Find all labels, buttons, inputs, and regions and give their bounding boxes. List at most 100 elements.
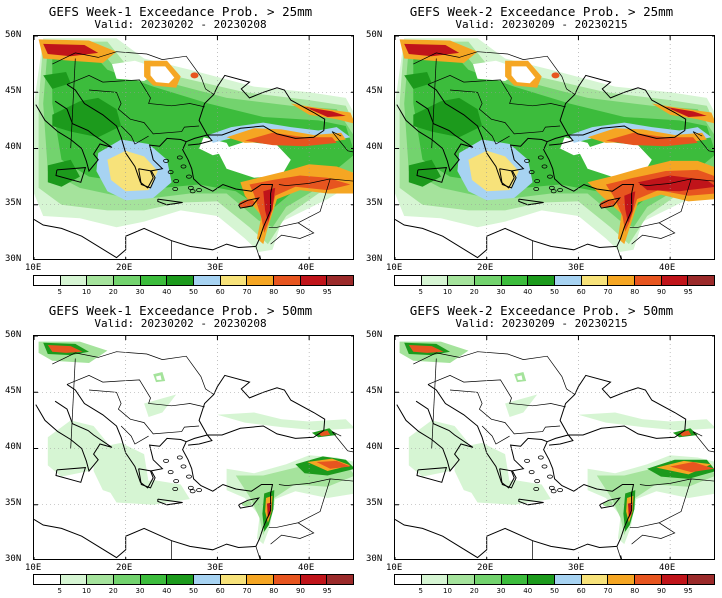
colorbar-level-label: 60	[576, 288, 586, 296]
probability-area	[52, 97, 122, 138]
colorbar-swatch	[60, 575, 88, 584]
island-outline	[547, 174, 553, 179]
colorbar-swatch	[475, 575, 502, 584]
map-panel-week2-50mm: GEFS Week-2 Exceedance Prob. > 50mm Vali…	[361, 299, 722, 598]
lon-label-10e: 10E	[386, 563, 403, 573]
lat-label-40n: 40N	[5, 442, 22, 452]
island-outline	[537, 155, 544, 160]
probability-area	[605, 132, 698, 147]
probability-area	[408, 345, 444, 353]
country-border	[616, 246, 622, 259]
probability-area	[670, 462, 714, 473]
probability-map	[395, 336, 714, 559]
country-border	[658, 178, 692, 224]
coastline	[35, 400, 113, 473]
coastline	[186, 134, 213, 146]
colorbar-swatch	[501, 575, 529, 584]
colorbar-swatch	[635, 575, 662, 584]
country-border	[297, 178, 331, 224]
colorbar-swatch	[167, 575, 195, 584]
country-border	[449, 89, 561, 135]
colorbar-swatch	[395, 575, 422, 584]
colorbar	[394, 275, 715, 286]
coastline	[547, 434, 574, 446]
coastline	[55, 167, 87, 183]
panel-title: GEFS Week-2 Exceedance Prob. > 25mm	[409, 4, 674, 19]
colorbar-swatch	[327, 276, 354, 285]
colorbar-swatch	[608, 276, 636, 285]
probability-area	[217, 141, 291, 178]
panel-title: GEFS Week-1 Exceedance Prob. > 50mm	[48, 303, 313, 318]
probability-area	[578, 412, 714, 431]
colorbar-level-label: 20	[469, 587, 479, 595]
probability-area	[665, 106, 707, 117]
country-border	[255, 546, 261, 559]
colorbar-swatch	[274, 276, 301, 285]
probability-map	[395, 36, 714, 259]
island-outline	[196, 188, 202, 193]
colorbar-level-label: 80	[269, 587, 279, 595]
lat-label-35n: 35N	[366, 498, 383, 508]
colorbar-level-label: 40	[523, 587, 533, 595]
probability-area	[156, 375, 162, 380]
colorbar-swatch	[140, 276, 168, 285]
lat-label-45n: 45N	[5, 386, 22, 396]
probability-area	[468, 480, 551, 505]
map-plot	[33, 35, 354, 260]
colorbar-swatch	[194, 575, 221, 584]
colorbar-level-label: 90	[657, 587, 666, 595]
panel-valid-dates: Valid: 20230209 - 20230215	[455, 18, 628, 31]
colorbar-level-label: 50	[550, 288, 559, 296]
colorbar-level-label: 60	[215, 288, 225, 296]
lat-label-30n: 30N	[366, 554, 383, 564]
island-outline	[196, 488, 202, 493]
country-border	[52, 351, 214, 395]
coastline	[186, 434, 213, 446]
country-border	[431, 58, 437, 149]
probability-area	[404, 43, 460, 57]
panel-valid-dates: Valid: 20230209 - 20230215	[455, 317, 628, 330]
coastline	[35, 100, 113, 173]
country-border	[692, 431, 714, 453]
lat-label-45n: 45N	[366, 86, 383, 96]
probability-area	[43, 43, 99, 57]
colorbar-level-label: 90	[657, 288, 666, 296]
island-outline	[189, 189, 196, 194]
coastline	[543, 441, 635, 547]
island-outline	[172, 486, 179, 491]
lon-label-10e: 10E	[386, 263, 403, 273]
colorbar-level-label: 5	[57, 288, 62, 296]
probability-area	[263, 187, 276, 222]
coastline	[34, 518, 256, 559]
probability-map	[34, 336, 353, 559]
probability-area	[47, 345, 83, 353]
lat-label-45n: 45N	[5, 86, 22, 96]
probability-area	[144, 394, 177, 417]
island-outline	[172, 186, 179, 191]
lat-label-30n: 30N	[5, 554, 22, 564]
island-outline	[550, 489, 557, 494]
colorbar-level-label: 5	[57, 587, 62, 595]
lat-label-35n: 35N	[5, 198, 22, 208]
colorbar-level-label: 60	[215, 587, 225, 595]
country-border	[692, 131, 714, 153]
coastline	[157, 198, 183, 206]
country-border	[70, 58, 76, 149]
lon-label-20e: 20E	[477, 263, 494, 273]
island-outline	[547, 474, 553, 479]
colorbar-swatch	[501, 276, 529, 285]
colorbar-swatch	[220, 575, 248, 584]
country-border	[52, 51, 214, 95]
colorbar-swatch	[220, 276, 248, 285]
map-panel-week2-25mm: GEFS Week-2 Exceedance Prob. > 25mm Vali…	[361, 0, 722, 299]
country-border	[481, 425, 510, 445]
island-outline	[528, 170, 535, 175]
country-border	[120, 425, 149, 445]
lon-label-30e: 30E	[207, 563, 224, 573]
probability-area	[304, 106, 346, 117]
colorbar-swatch	[60, 276, 88, 285]
coastline	[499, 168, 517, 189]
island-outline	[550, 189, 557, 194]
island-outline	[187, 185, 194, 190]
country-border	[88, 89, 200, 135]
